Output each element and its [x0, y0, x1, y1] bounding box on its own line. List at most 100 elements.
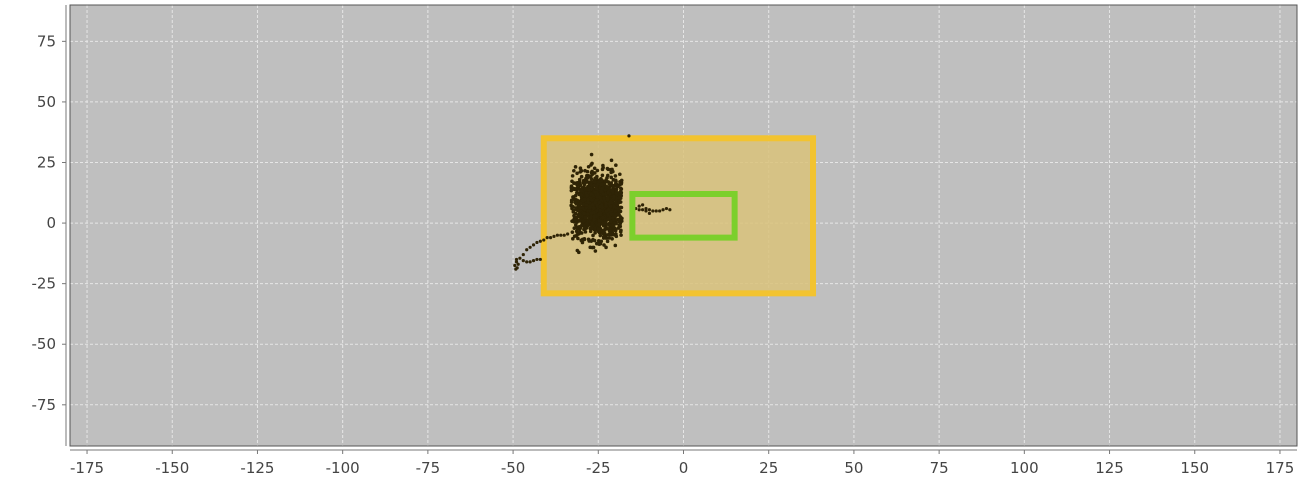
scatter-point — [573, 165, 578, 169]
scatter-point — [528, 260, 532, 264]
scatter-point — [601, 192, 605, 196]
scatter-point — [596, 227, 601, 231]
scatter-point — [618, 215, 623, 219]
scatter-point — [552, 234, 556, 239]
x-tick-label: 50 — [844, 459, 863, 477]
scatter-point — [572, 168, 576, 173]
scatter-point — [576, 236, 580, 241]
scatter-point — [586, 200, 590, 205]
scatter-point — [588, 245, 593, 250]
x-tick-label: -25 — [586, 459, 611, 477]
scatter-point — [604, 201, 609, 206]
scatter-point — [575, 171, 579, 176]
scatter-point — [593, 201, 598, 205]
scatter-point — [614, 191, 619, 195]
x-tick-label: -75 — [416, 459, 441, 477]
scatter-point — [610, 236, 614, 241]
scatter-point — [586, 212, 590, 217]
scatter-point — [578, 201, 583, 206]
y-tick-label: 0 — [46, 214, 56, 232]
scatter-point — [613, 243, 618, 248]
scatter-point — [598, 195, 602, 200]
scatter-point — [614, 201, 618, 205]
scatter-point — [589, 163, 593, 167]
scatter-point — [661, 208, 665, 212]
scatter-point — [615, 184, 620, 189]
scatter-point — [575, 198, 580, 203]
x-tick-label: 175 — [1266, 459, 1295, 477]
scatter-point — [600, 228, 604, 233]
scatter-point — [637, 204, 641, 208]
scatter-point — [589, 226, 594, 230]
scatter-point — [585, 193, 589, 198]
scatter-point — [593, 171, 597, 175]
scatter-point — [618, 229, 623, 234]
scatter-point — [598, 204, 602, 209]
scatter-point — [613, 217, 618, 222]
scatter-point — [570, 179, 574, 184]
scatter-point — [599, 198, 604, 202]
tick-labels: -175 -150 -125 -100 -75 -50 -25 0 25 50 75 100 125 15… — [32, 32, 1295, 477]
y-tick-label: -75 — [32, 396, 57, 414]
scatter-point — [535, 257, 539, 262]
scatter-point — [525, 260, 529, 264]
scatter-point — [606, 190, 610, 195]
scatter-point — [609, 158, 614, 163]
scatter-point — [597, 218, 601, 223]
scatter-point — [582, 211, 586, 216]
scatter-point — [572, 234, 577, 238]
scatter-point — [644, 206, 648, 211]
scatter-point — [619, 178, 624, 183]
scatter-point — [589, 215, 593, 220]
scatter-point — [573, 218, 577, 222]
scatter-point — [618, 172, 622, 177]
scatter-point — [570, 174, 575, 178]
scatter-point — [577, 177, 582, 182]
scatter-point — [591, 233, 595, 238]
scatter-point — [584, 203, 589, 207]
scatter-point — [569, 186, 574, 190]
scatter-point — [590, 202, 595, 207]
scatter-point — [611, 216, 615, 220]
scatter-point — [647, 208, 652, 212]
scatter-point — [590, 221, 594, 226]
scatter-point — [595, 168, 600, 173]
scatter-point — [562, 233, 566, 237]
x-tick-label: 0 — [679, 459, 689, 477]
scatter-point — [528, 245, 532, 249]
scatter-point — [664, 206, 669, 211]
y-tick-label: 25 — [37, 154, 56, 172]
scatter-point — [641, 208, 645, 212]
scatter-point — [605, 176, 609, 180]
scatter-point — [579, 238, 584, 243]
scatter-point — [578, 166, 583, 170]
scatter-point — [584, 180, 588, 184]
scatter-point — [617, 223, 622, 227]
scatter-point — [514, 257, 519, 262]
scatter-point — [585, 169, 590, 174]
scatter-point — [647, 211, 652, 215]
scatter-point — [555, 233, 559, 237]
scatter-point — [613, 209, 618, 213]
scatter-point — [603, 228, 607, 232]
scatter-point — [595, 203, 600, 208]
scatter-point — [513, 263, 517, 268]
scatter-point — [603, 188, 607, 192]
scatter-point — [601, 235, 606, 239]
scatter-point — [581, 206, 585, 210]
scatter-point — [592, 226, 597, 231]
scatter-point — [538, 257, 542, 262]
scatter-point — [588, 229, 593, 234]
scatter-point — [580, 223, 584, 228]
scatter-point — [611, 184, 615, 188]
scatter-point — [582, 197, 587, 202]
y-tick-label: -25 — [32, 275, 57, 293]
scatter-point — [566, 232, 570, 236]
scatter-point — [614, 163, 618, 168]
scatter-point — [651, 209, 655, 213]
x-tick-label: -150 — [155, 459, 189, 477]
scatter-point — [589, 211, 594, 215]
scatter-point — [575, 183, 579, 187]
